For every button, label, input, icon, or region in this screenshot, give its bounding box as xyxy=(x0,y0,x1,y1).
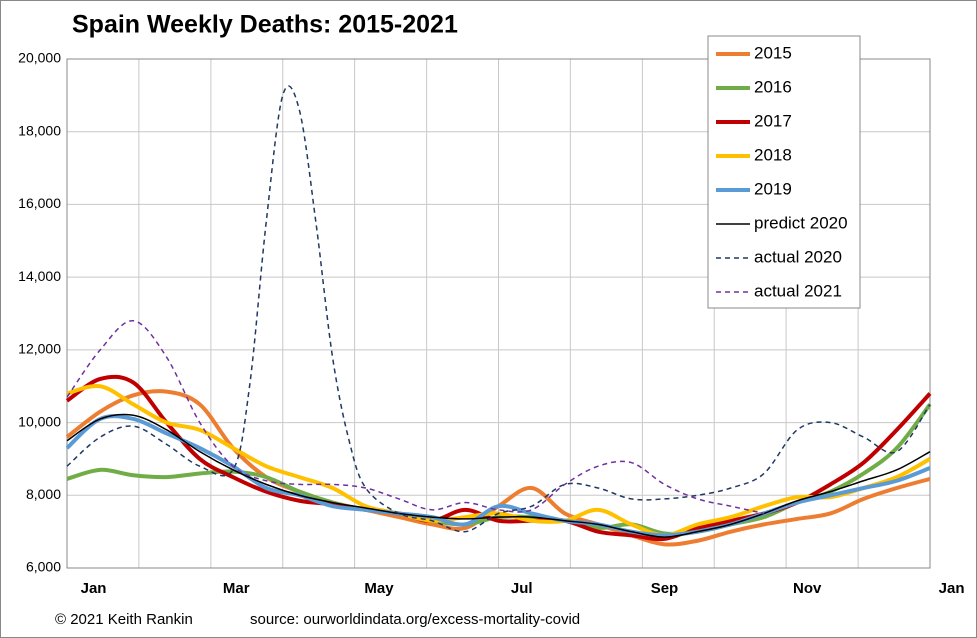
y-tick-label: 20,000 xyxy=(18,50,61,66)
x-tick-label: Jan xyxy=(939,580,965,597)
legend-label: 2017 xyxy=(754,111,792,130)
legend-label: 2019 xyxy=(754,179,792,198)
x-tick-label: Nov xyxy=(793,580,822,597)
x-tick-label: Jul xyxy=(511,580,533,597)
y-tick-label: 6,000 xyxy=(26,559,61,575)
legend-label: 2015 xyxy=(754,43,792,62)
plot-border xyxy=(66,58,931,569)
x-tick-label: Jan xyxy=(81,580,107,597)
footer-credit: © 2021 Keith Rankin xyxy=(55,611,193,628)
y-tick-label: 14,000 xyxy=(18,268,61,284)
series-line xyxy=(66,413,931,538)
chart-title: Spain Weekly Deaths: 2015-2021 xyxy=(72,11,458,39)
legend-label: actual 2021 xyxy=(754,281,842,300)
legend-label: predict 2020 xyxy=(754,213,848,232)
x-tick-label: Sep xyxy=(651,580,679,597)
series-line xyxy=(65,414,931,538)
y-tick-label: 16,000 xyxy=(18,195,61,211)
legend-label: 2016 xyxy=(754,77,792,96)
series-line xyxy=(66,85,931,533)
legend-box xyxy=(707,35,861,309)
y-tick-label: 18,000 xyxy=(18,122,61,138)
series-line xyxy=(66,320,765,515)
x-tick-label: May xyxy=(364,580,394,597)
legend-label: 2018 xyxy=(754,145,792,164)
y-tick-label: 12,000 xyxy=(18,341,61,357)
legend-label: actual 2020 xyxy=(754,247,842,266)
x-tick-label: Mar xyxy=(223,580,250,597)
footer-source: source: ourworldindata.org/excess-mortal… xyxy=(250,611,580,628)
y-tick-label: 10,000 xyxy=(18,413,61,429)
y-tick-label: 8,000 xyxy=(26,486,61,502)
